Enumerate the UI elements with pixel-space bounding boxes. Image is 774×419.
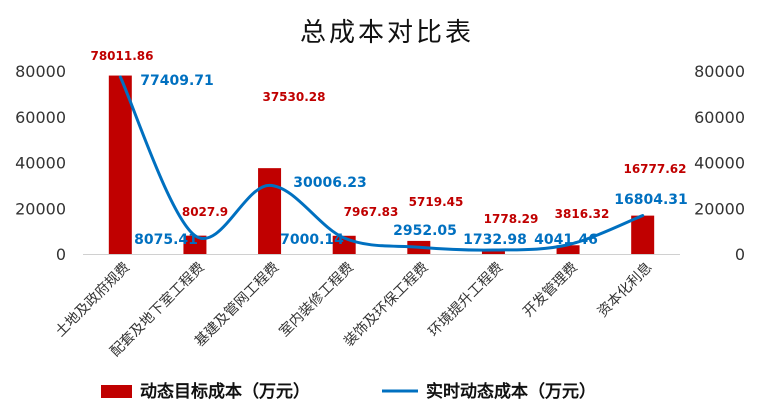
bar-data-label: 37530.28 (262, 90, 325, 104)
legend-bar-label: 动态目标成本（万元） (140, 381, 310, 402)
bar-data-label: 16777.62 (623, 162, 686, 176)
line-data-label: 8075.41 (134, 232, 198, 248)
y-right-tick-label: 60000 (694, 108, 745, 127)
x-category-label: 环境提升工程费 (426, 260, 507, 341)
line-series (118, 75, 645, 252)
legend-bar-swatch (101, 385, 132, 398)
y-right-tick-label: 40000 (694, 154, 745, 173)
legend-line-label: 实时动态成本（万元） (426, 381, 596, 402)
y-right-tick-label: 20000 (694, 199, 745, 218)
x-category-label: 土地及政府规费 (53, 260, 134, 341)
line-data-label: 77409.71 (140, 73, 214, 89)
chart-title: 总成本对比表 (300, 18, 474, 48)
y-left-tick-label: 40000 (15, 154, 66, 173)
bar-data-label: 7967.83 (344, 205, 399, 219)
line-data-label: 7000.14 (280, 232, 344, 248)
bar (481, 249, 505, 254)
bar (108, 75, 132, 254)
line-data-label: 16804.31 (614, 192, 688, 208)
bar (183, 235, 207, 254)
x-category-label: 开发管理费 (520, 260, 581, 321)
line-data-label: 4041.46 (534, 232, 598, 248)
y-left-tick-label: 60000 (15, 108, 66, 127)
bar (631, 215, 655, 254)
bar-data-label: 5719.45 (409, 195, 464, 209)
line-data-label: 2952.05 (393, 223, 457, 239)
y-left-tick-label: 0 (56, 245, 66, 264)
bar-data-label: 3816.32 (555, 207, 610, 221)
bar-data-label: 78011.86 (90, 49, 153, 63)
y-right-tick-label: 0 (735, 245, 745, 264)
y-left-tick-label: 80000 (15, 62, 66, 81)
line-data-label: 30006.23 (293, 175, 367, 191)
x-category-label: 室内装修工程费 (276, 259, 357, 340)
x-category-label: 资本化利息 (594, 259, 656, 321)
bar-data-label: 1778.29 (484, 212, 539, 226)
y-right-tick-label: 80000 (694, 62, 745, 81)
bar (258, 168, 282, 254)
line-data-label: 1732.98 (463, 232, 527, 248)
y-left-tick-label: 20000 (15, 199, 66, 218)
bar (556, 245, 580, 254)
bar-data-label: 8027.9 (182, 205, 228, 219)
